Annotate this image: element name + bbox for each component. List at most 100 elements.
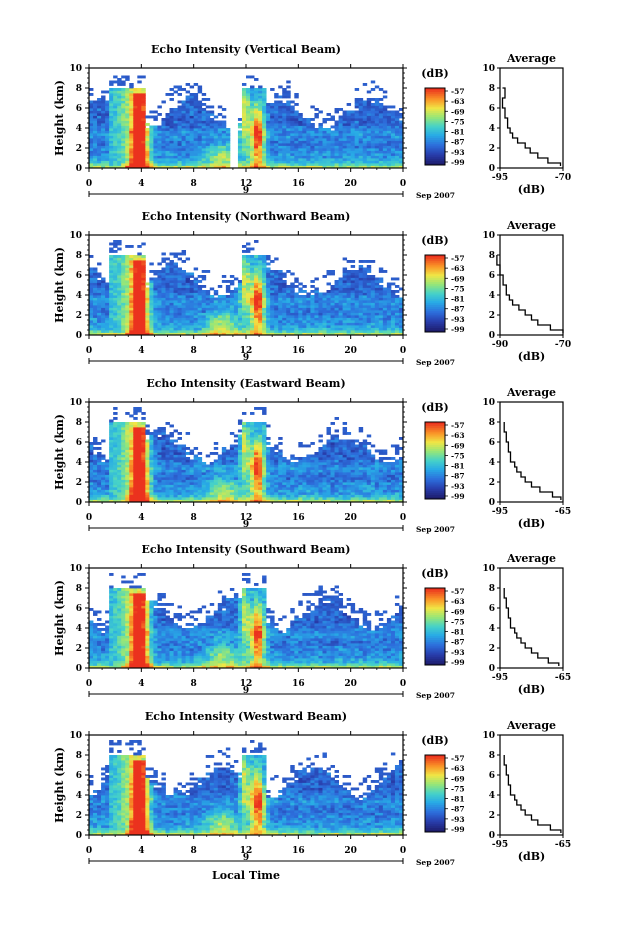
heatmap-cell (133, 267, 138, 271)
heatmap-cell (390, 310, 396, 313)
heatmap-cell (189, 103, 195, 106)
heatmap-cell (322, 153, 327, 156)
heatmap-cell (254, 290, 259, 293)
heatmap-cell (161, 499, 166, 503)
heatmap-cell (121, 135, 126, 139)
heatmap-cell (209, 312, 215, 316)
heatmap-cell (366, 265, 372, 268)
heatmap-cell (197, 130, 203, 134)
heatmap-cell (374, 332, 380, 336)
heatmap-cell (217, 138, 223, 141)
heatmap-cell (109, 247, 114, 251)
heatmap-cell (117, 262, 122, 266)
heatmap-cell (121, 295, 126, 298)
heatmap-cell (105, 462, 110, 465)
heatmap-cell (330, 295, 335, 298)
heatmap-cell (117, 148, 122, 151)
heatmap-cell (141, 103, 146, 106)
heatmap-cell (286, 158, 291, 161)
heatmap-cell (374, 110, 380, 114)
heatmap-cell (221, 297, 227, 301)
heatmap-cell (121, 110, 126, 114)
heatmap-cell (173, 317, 178, 321)
heatmap-cell (374, 85, 380, 89)
heatmap-cell (330, 287, 335, 291)
heatmap-cell (141, 292, 146, 296)
heatmap-cell (109, 307, 114, 311)
heatmap-cell (209, 332, 215, 336)
heatmap-cell (161, 155, 166, 159)
heatmap-cell (258, 275, 263, 278)
heatmap-cell (342, 295, 348, 298)
heatmap-cell (217, 120, 223, 124)
heatmap-cell (250, 260, 255, 263)
heatmap-cell (141, 88, 146, 91)
heatmap-cell (358, 322, 364, 326)
heatmap-cell (254, 285, 259, 288)
heatmap-cell (145, 135, 150, 139)
heatmap-cell (89, 497, 94, 500)
heatmap-cell (205, 327, 211, 331)
heatmap-cell (266, 153, 271, 156)
heatmap-cell (177, 300, 182, 303)
heatmap-cell (165, 118, 170, 121)
date-label: 9 (243, 186, 249, 196)
heatmap-cell (233, 332, 239, 336)
heatmap-cell (398, 307, 404, 311)
heatmap-cell (229, 305, 235, 308)
heatmap-cell (330, 292, 335, 296)
heatmap-cell (177, 297, 182, 301)
heatmap-cell (137, 494, 142, 498)
heatmap-cell (109, 424, 114, 428)
heatmap-cell (209, 143, 215, 146)
heatmap-cell (161, 492, 166, 495)
heatmap-cell (270, 135, 275, 139)
heatmap-cell (97, 148, 102, 151)
average-title: Average (506, 219, 556, 232)
heatmap-cell (330, 317, 335, 321)
heatmap-cell (109, 158, 114, 161)
heatmap-cell (125, 160, 130, 164)
heatmap-cell (129, 452, 134, 455)
heatmap-cell (197, 108, 203, 111)
heatmap-cell (310, 158, 315, 161)
heatmap-cell (398, 332, 404, 336)
heatmap-cell (121, 165, 126, 169)
heatmap-cell (262, 285, 267, 288)
heatmap-cell (338, 120, 344, 124)
heatmap-cell (246, 138, 251, 141)
heatmap-cell (153, 439, 158, 443)
heatmap-cell (278, 163, 283, 166)
heatmap-cell (370, 123, 376, 126)
heatmap-cell (97, 158, 102, 161)
heatmap-cell (241, 295, 247, 298)
heatmap-cell (386, 138, 392, 141)
heatmap-cell (197, 120, 203, 124)
heatmap-cell (378, 285, 384, 288)
heatmap-cell (318, 138, 323, 141)
x-tick-label: 0 (400, 346, 406, 356)
heatmap-cell (294, 130, 299, 134)
heatmap-cell (125, 140, 130, 144)
heatmap-cell (366, 325, 372, 328)
heatmap-cell (342, 302, 348, 306)
heatmap-cell (145, 290, 150, 293)
heatmap-cell (258, 305, 263, 308)
heatmap-cell (262, 113, 267, 116)
heatmap-cell (342, 143, 348, 146)
heatmap-cell (93, 103, 98, 106)
heatmap-cell (382, 150, 388, 154)
heatmap-cell (237, 130, 243, 134)
heatmap-cell (314, 135, 319, 139)
heatmap-cell (189, 320, 195, 323)
heatmap-cell (145, 464, 150, 468)
heatmap-cell (334, 300, 339, 303)
heatmap-cell (161, 292, 166, 296)
heatmap-cell (366, 163, 372, 166)
heatmap-cell (197, 310, 203, 313)
heatmap-cell (193, 123, 199, 126)
heatmap-cell (189, 325, 195, 328)
heatmap-cell (314, 310, 319, 313)
heatmap-cell (350, 272, 356, 276)
heatmap-cell (133, 295, 138, 298)
